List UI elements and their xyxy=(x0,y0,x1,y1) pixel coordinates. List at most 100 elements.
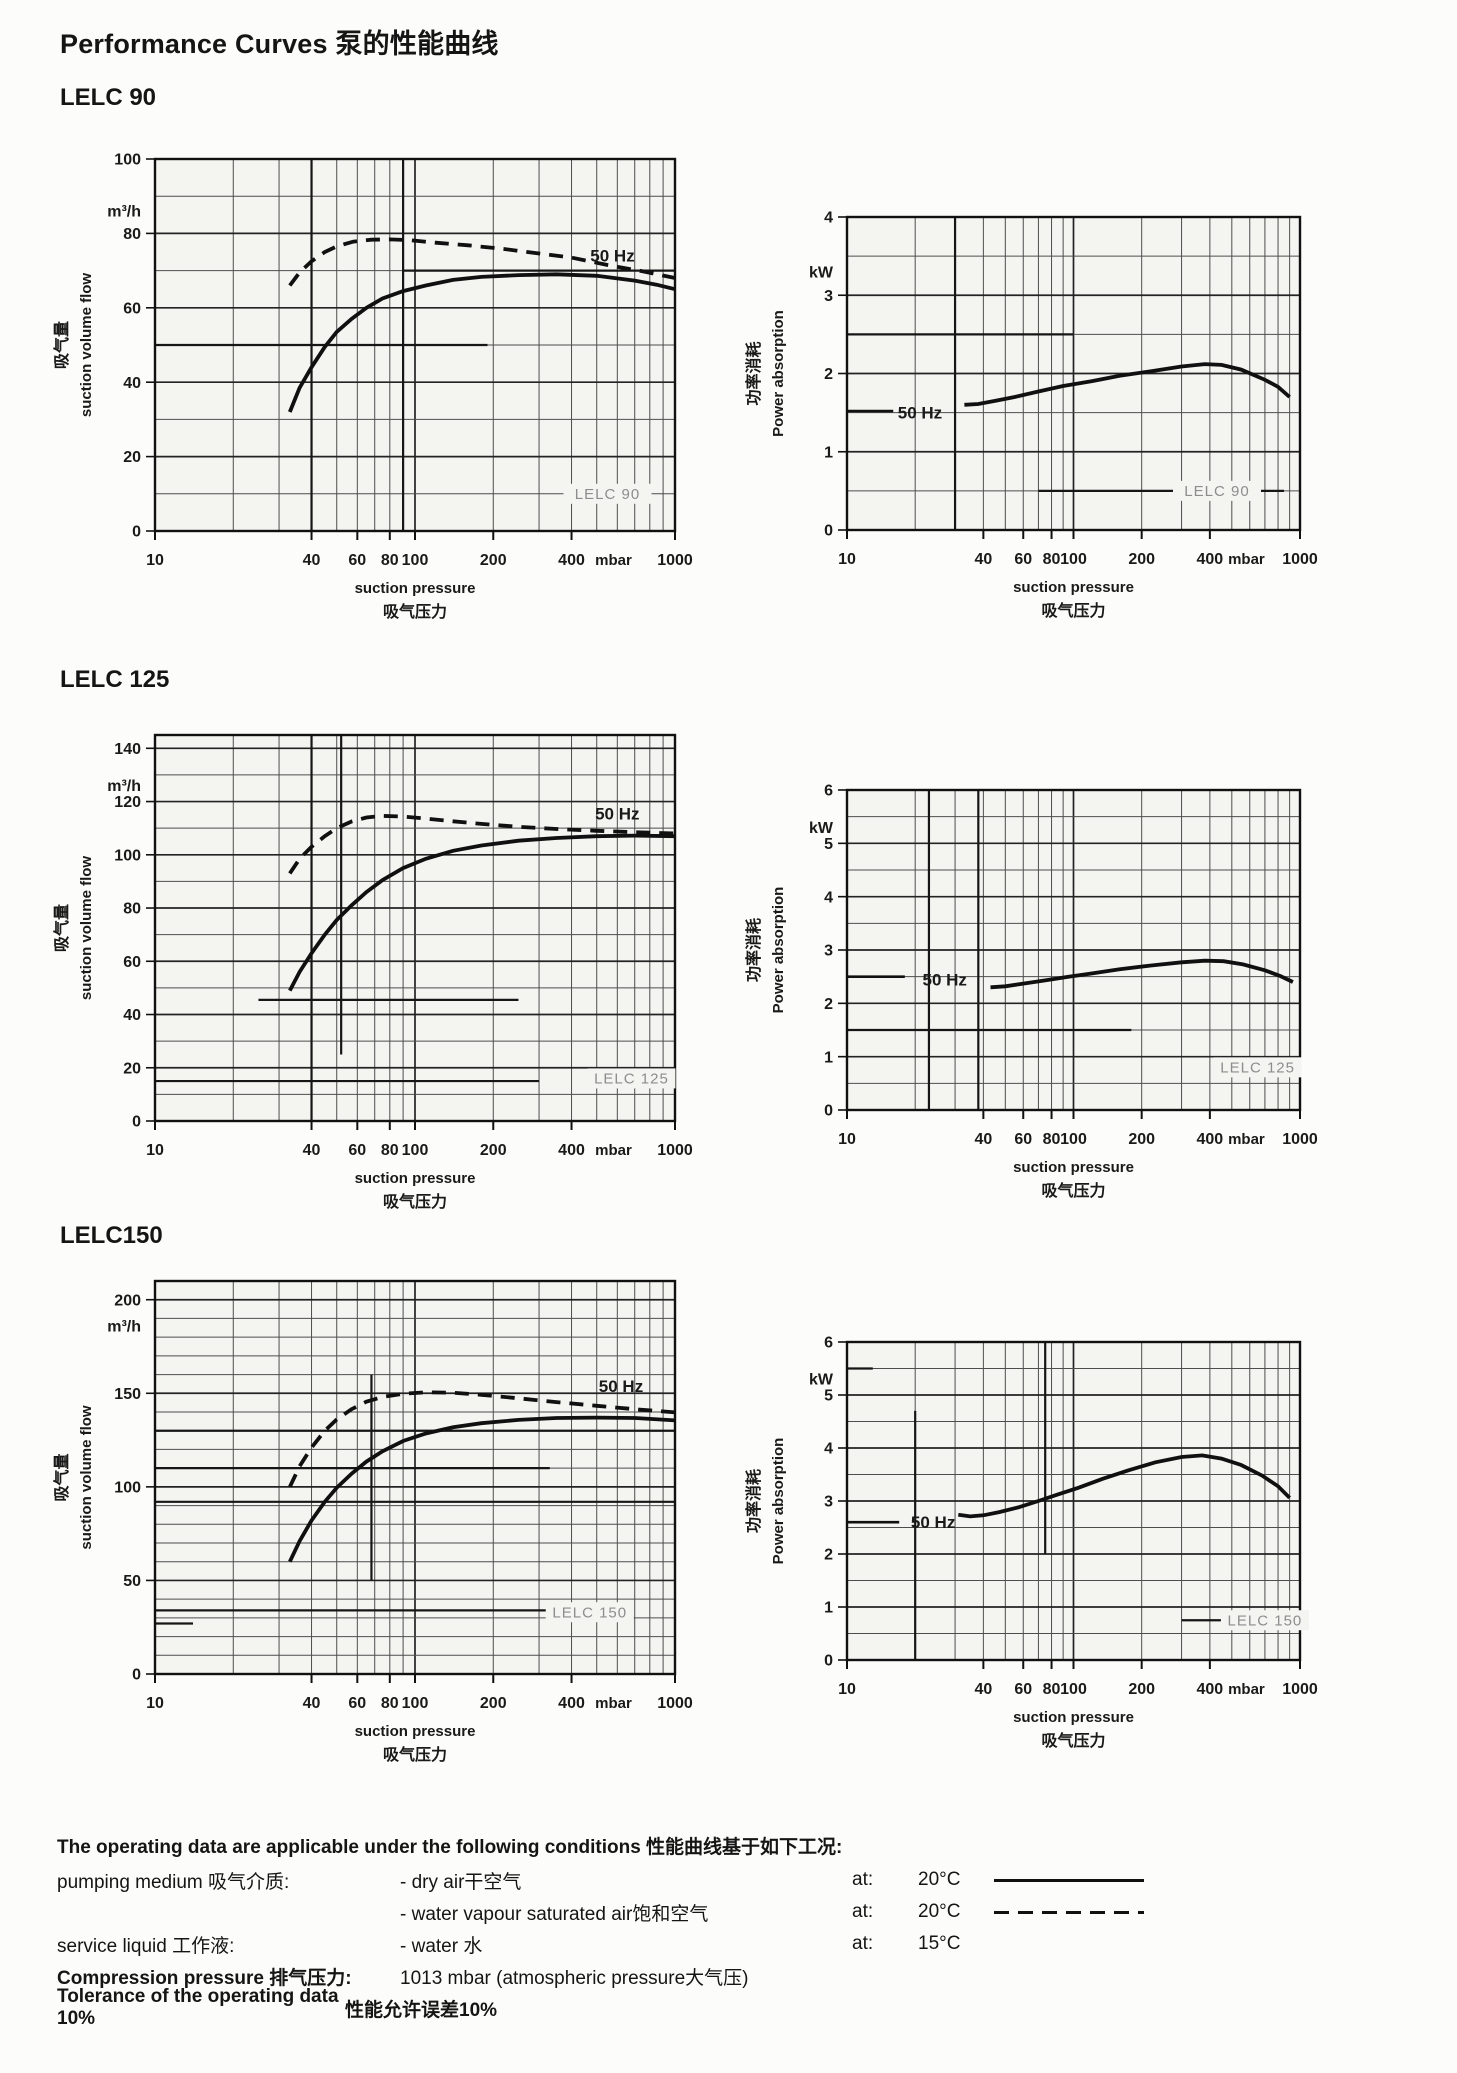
y-tick-label: 0 xyxy=(824,523,833,540)
x-tick-label: 40 xyxy=(974,1131,992,1148)
y-axis-title-en: suction volume flow xyxy=(78,1405,95,1550)
y-tick-label: 60 xyxy=(123,300,141,317)
x-axis-title-en: suction pressure xyxy=(355,1723,476,1740)
x-tick-label: 60 xyxy=(1014,1131,1032,1148)
lelc125_flow-curve-solid xyxy=(288,833,676,992)
x-tick-label: 400 xyxy=(1197,1681,1224,1698)
x-tick-label: 100 xyxy=(1060,1681,1087,1698)
lelc90_flow-curve-dashed xyxy=(288,237,676,287)
y-axis-title-cn: 吸气量 xyxy=(52,904,71,952)
y-tick-label: 120 xyxy=(114,794,141,811)
y-tick-label: 2 xyxy=(824,366,833,383)
y-tick-label: 20 xyxy=(123,1060,141,1077)
x-axis-title-en: suction pressure xyxy=(355,580,476,597)
condition-temp: 15°C xyxy=(918,1933,961,1954)
freq-label: 50 Hz xyxy=(595,804,639,823)
condition-at: at: xyxy=(852,1901,874,1922)
x-tick-label: 60 xyxy=(1014,551,1032,568)
model-label: LELC 125 xyxy=(1220,1060,1295,1077)
y-unit-label: kW xyxy=(809,1372,834,1389)
y-tick-label: 100 xyxy=(114,1479,141,1496)
condition-temp: 20°C xyxy=(918,1901,961,1922)
y-tick-label: 4 xyxy=(824,889,833,906)
y-axis-title-cn: 功率消耗 xyxy=(744,918,763,982)
y-unit-label: m³/h xyxy=(107,204,141,221)
x-tick-label: 40 xyxy=(303,552,321,569)
y-tick-label: 6 xyxy=(824,1335,833,1352)
condition-value: - water 水 xyxy=(400,1935,483,1957)
x-unit-label: mbar xyxy=(595,1142,632,1159)
x-tick-label: 40 xyxy=(974,551,992,568)
lelc150_power-curve-solid xyxy=(958,1453,1291,1519)
y-tick-label: 100 xyxy=(114,847,141,864)
x-tick-label: 400 xyxy=(558,1142,585,1159)
condition-value: - water vapour saturated air饱和空气 xyxy=(400,1903,709,1925)
x-tick-label: 80 xyxy=(1043,551,1061,568)
section-title-lelc150: LELC150 xyxy=(60,1222,163,1249)
y-axis-title-cn: 吸气量 xyxy=(52,1453,71,1501)
condition-label: Compression pressure 排气压力: xyxy=(57,1967,352,1989)
y-axis-title-en: suction volume flow xyxy=(78,273,95,418)
x-tick-label: 100 xyxy=(1060,1131,1087,1148)
lelc125_power-chart: 10 40 60 80 100 200 400 1000 mbar 0 1 2 3 4 5 6 kW suctio… xyxy=(744,783,1318,1200)
x-axis-title-en: suction pressure xyxy=(1013,579,1134,596)
model-label: LELC 125 xyxy=(594,1071,669,1088)
condition-label: service liquid 工作液: xyxy=(57,1935,235,1957)
y-unit-label: kW xyxy=(809,820,834,837)
x-tick-label: 80 xyxy=(381,552,399,569)
y-tick-label: 200 xyxy=(114,1292,141,1309)
y-tick-label: 0 xyxy=(132,1667,141,1684)
y-tick-label: 2 xyxy=(824,996,833,1013)
x-tick-label: 10 xyxy=(146,1695,164,1712)
x-axis-title-cn: 吸气压力 xyxy=(383,1192,447,1211)
y-tick-label: 40 xyxy=(123,1007,141,1024)
condition-label: pumping medium 吸气介质: xyxy=(57,1871,290,1893)
x-tick-label: 400 xyxy=(1197,551,1224,568)
lelc125_flow-chart: 10 40 60 80 100 200 400 1000mbar020406080100120… xyxy=(52,733,693,1211)
x-tick-label: 200 xyxy=(1128,551,1155,568)
y-tick-label: 3 xyxy=(824,288,833,305)
x-tick-label: 400 xyxy=(1197,1131,1224,1148)
condition-at: at: xyxy=(852,1933,874,1954)
lelc90_flow-curve-solid xyxy=(288,272,676,413)
model-label: LELC 150 xyxy=(1228,1613,1303,1630)
y-tick-label: 1 xyxy=(824,444,833,461)
y-tick-label: 80 xyxy=(123,901,141,918)
x-unit-label: mbar xyxy=(1228,1681,1265,1698)
x-axis-title-en: suction pressure xyxy=(1013,1709,1134,1726)
operating-conditions: The operating data are applicable under … xyxy=(57,1832,1197,2029)
y-tick-label: 0 xyxy=(824,1653,833,1670)
x-unit-label: mbar xyxy=(595,552,632,569)
y-tick-label: 4 xyxy=(824,210,833,227)
condition-value: - dry air干空气 xyxy=(400,1871,522,1893)
x-tick-label: 40 xyxy=(303,1142,321,1159)
model-label: LELC 90 xyxy=(1184,483,1249,500)
x-tick-label: 80 xyxy=(1043,1681,1061,1698)
y-unit-label: kW xyxy=(809,264,834,281)
model-label-bg xyxy=(587,1068,676,1089)
x-unit-label: mbar xyxy=(1228,1131,1265,1148)
x-axis-title-en: suction pressure xyxy=(1013,1159,1134,1176)
x-tick-label: 10 xyxy=(838,1681,856,1698)
y-axis-title-en: Power absorption xyxy=(770,1438,787,1565)
condition-row-pumping-medium-dry: pumping medium 吸气介质: - dry air干空气 at: 20… xyxy=(57,1864,1197,1896)
x-tick-label: 60 xyxy=(348,1695,366,1712)
lelc125_power-curve-solid xyxy=(990,958,1294,990)
x-tick-label: 10 xyxy=(838,551,856,568)
y-tick-label: 2 xyxy=(824,1547,833,1564)
x-tick-label: 1000 xyxy=(657,552,693,569)
x-tick-label: 60 xyxy=(348,1142,366,1159)
x-tick-label: 1000 xyxy=(1282,551,1318,568)
x-axis-title-cn: 吸气压力 xyxy=(1041,1181,1105,1200)
y-axis-title-en: suction volume flow xyxy=(78,856,95,1001)
lelc150_power-chart: 10 40 60 80 100 200 400 1000 mbar 0 1 2 3 4 5 6 kW suctio… xyxy=(744,1335,1318,1750)
x-unit-label: mbar xyxy=(595,1695,632,1712)
condition-row-tolerance: Tolerance of the operating data 10% 性能允许… xyxy=(57,1986,1197,2029)
page-title: Performance Curves 泵的性能曲线 xyxy=(60,29,499,59)
y-tick-label: 50 xyxy=(123,1573,141,1590)
y-tick-label: 3 xyxy=(824,1494,833,1511)
y-tick-label: 0 xyxy=(132,1114,141,1131)
freq-label: 50 Hz xyxy=(911,1513,955,1532)
